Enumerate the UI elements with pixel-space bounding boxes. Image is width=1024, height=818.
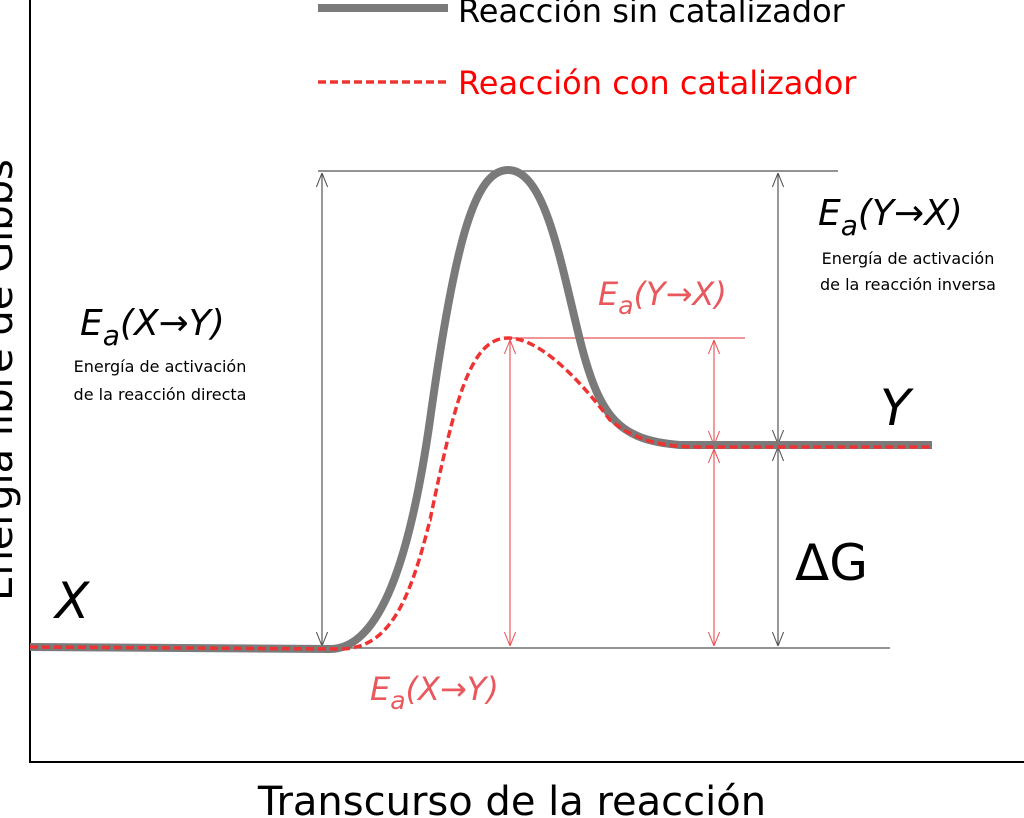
ea-reverse-description: de la reacción inversa <box>820 275 996 294</box>
reactant-label: X <box>52 572 91 630</box>
y-axis-label: Energía libre de Gibbs <box>0 159 22 601</box>
x-axis-label: Transcurso de la reacción <box>257 779 766 818</box>
product-label: Y <box>880 379 914 437</box>
uncatalyzed-curve <box>29 165 932 654</box>
ea-reverse-label: Ea(Y→X) <box>818 193 963 242</box>
ea-forward-description: Energía de activación <box>74 357 247 376</box>
legend-label: Reacción con catalizador <box>458 64 857 102</box>
legend-label: Reacción sin catalizador <box>458 0 846 30</box>
ea-forward-catalyzed-label: Ea(X→Y) <box>370 670 499 715</box>
delta-g-label: ΔG <box>795 534 868 592</box>
reference-lines <box>318 170 890 649</box>
catalyzed-reference-lines <box>508 337 745 646</box>
ea-forward-label: Ea(X→Y) <box>80 303 225 352</box>
axes <box>29 0 1024 763</box>
ea-reverse-description: Energía de activación <box>822 249 995 268</box>
ea-reverse-catalyzed-label: Ea(Y→X) <box>598 275 727 320</box>
ea-forward-description: de la reacción directa <box>74 385 247 404</box>
